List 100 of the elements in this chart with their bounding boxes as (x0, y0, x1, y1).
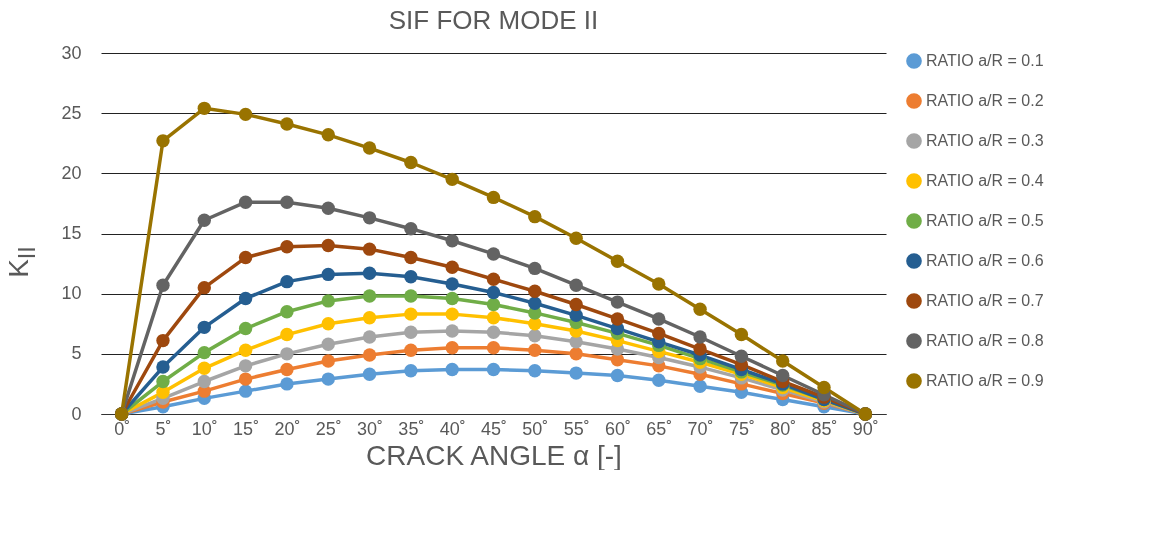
point (238, 250, 253, 265)
y-tick-label: 30 (61, 42, 82, 63)
legend-label: RATIO a/R = 0.4 (926, 172, 1044, 189)
y-tick-label: 25 (61, 102, 82, 123)
point (280, 274, 294, 289)
point (528, 296, 542, 310)
point (362, 367, 377, 381)
point (610, 312, 625, 326)
point (280, 305, 294, 319)
point (404, 363, 418, 378)
point (238, 107, 253, 122)
point (528, 329, 542, 343)
point (321, 128, 335, 142)
x-tick-label: 80˚ (770, 418, 797, 439)
point (362, 211, 377, 225)
point (197, 213, 211, 227)
y-tick-label: 20 (61, 162, 82, 183)
x-tick-label: 60˚ (604, 418, 631, 439)
point (197, 280, 211, 295)
point (445, 291, 459, 306)
legend-label: RATIO a/R = 0.9 (926, 372, 1044, 389)
x-tick-label: 15˚ (233, 418, 260, 439)
point (156, 374, 170, 389)
point (486, 190, 501, 205)
point (156, 333, 170, 348)
point (652, 326, 666, 341)
point (486, 272, 501, 286)
point (569, 347, 583, 361)
point (404, 270, 418, 284)
point (404, 343, 418, 357)
point (404, 325, 418, 339)
x-tick-label: 0˚ (114, 418, 131, 439)
legend-label: RATIO a/R = 0.3 (926, 132, 1044, 149)
point (362, 266, 377, 280)
legend-label: RATIO a/R = 0.7 (926, 292, 1044, 309)
point (321, 238, 335, 253)
x-tick-label: 20˚ (274, 418, 301, 439)
point (238, 195, 253, 209)
point (528, 261, 542, 276)
x-tick-label: 70˚ (687, 418, 714, 439)
point (445, 234, 459, 248)
point (445, 277, 459, 291)
point (280, 377, 294, 391)
x-tick-label: 85˚ (811, 418, 838, 439)
point (238, 384, 253, 398)
point (445, 324, 459, 338)
point (238, 372, 253, 386)
x-tick-label: 50˚ (522, 418, 549, 439)
point (486, 247, 501, 261)
point (362, 330, 377, 344)
x-tick-label: 25˚ (315, 418, 342, 439)
point (156, 385, 170, 400)
x-tick-label: 30˚ (357, 418, 384, 439)
point (693, 379, 707, 394)
point (445, 362, 459, 377)
legend-label: RATIO a/R = 0.6 (926, 252, 1044, 269)
point (238, 359, 253, 373)
point (528, 284, 542, 298)
point (445, 341, 459, 355)
point (321, 317, 335, 331)
point (569, 278, 583, 292)
point (817, 380, 831, 395)
y-tick-label: 15 (61, 223, 82, 243)
point (197, 345, 211, 360)
point (569, 231, 583, 246)
legend-label: RATIO a/R = 0.5 (926, 212, 1044, 229)
point (321, 372, 335, 386)
point (693, 342, 707, 356)
x-tick-label: 35˚ (398, 418, 425, 439)
point (280, 117, 294, 131)
point (569, 366, 583, 380)
y-tick-label: 0 (71, 403, 82, 424)
point (156, 360, 170, 374)
point (197, 320, 211, 335)
point (280, 195, 294, 209)
point (486, 362, 501, 377)
point (404, 307, 418, 321)
point (652, 312, 666, 326)
point (652, 277, 666, 291)
legend-label: RATIO a/R = 0.8 (926, 332, 1044, 349)
point (610, 368, 625, 383)
x-tick-label: 75˚ (728, 418, 755, 439)
point (569, 297, 583, 312)
point (486, 297, 501, 312)
y-tick-label: 10 (61, 283, 82, 304)
point (486, 325, 501, 339)
x-tick-label: 55˚ (563, 418, 590, 439)
point (404, 155, 418, 170)
point (362, 242, 377, 256)
point (528, 363, 542, 378)
point (404, 250, 418, 265)
point (486, 341, 501, 355)
point (321, 267, 335, 282)
point (404, 221, 418, 236)
point (321, 294, 335, 308)
point (693, 302, 707, 316)
point (693, 330, 707, 344)
point (238, 291, 253, 306)
point (445, 172, 459, 187)
x-tick-label: 10˚ (191, 418, 218, 439)
